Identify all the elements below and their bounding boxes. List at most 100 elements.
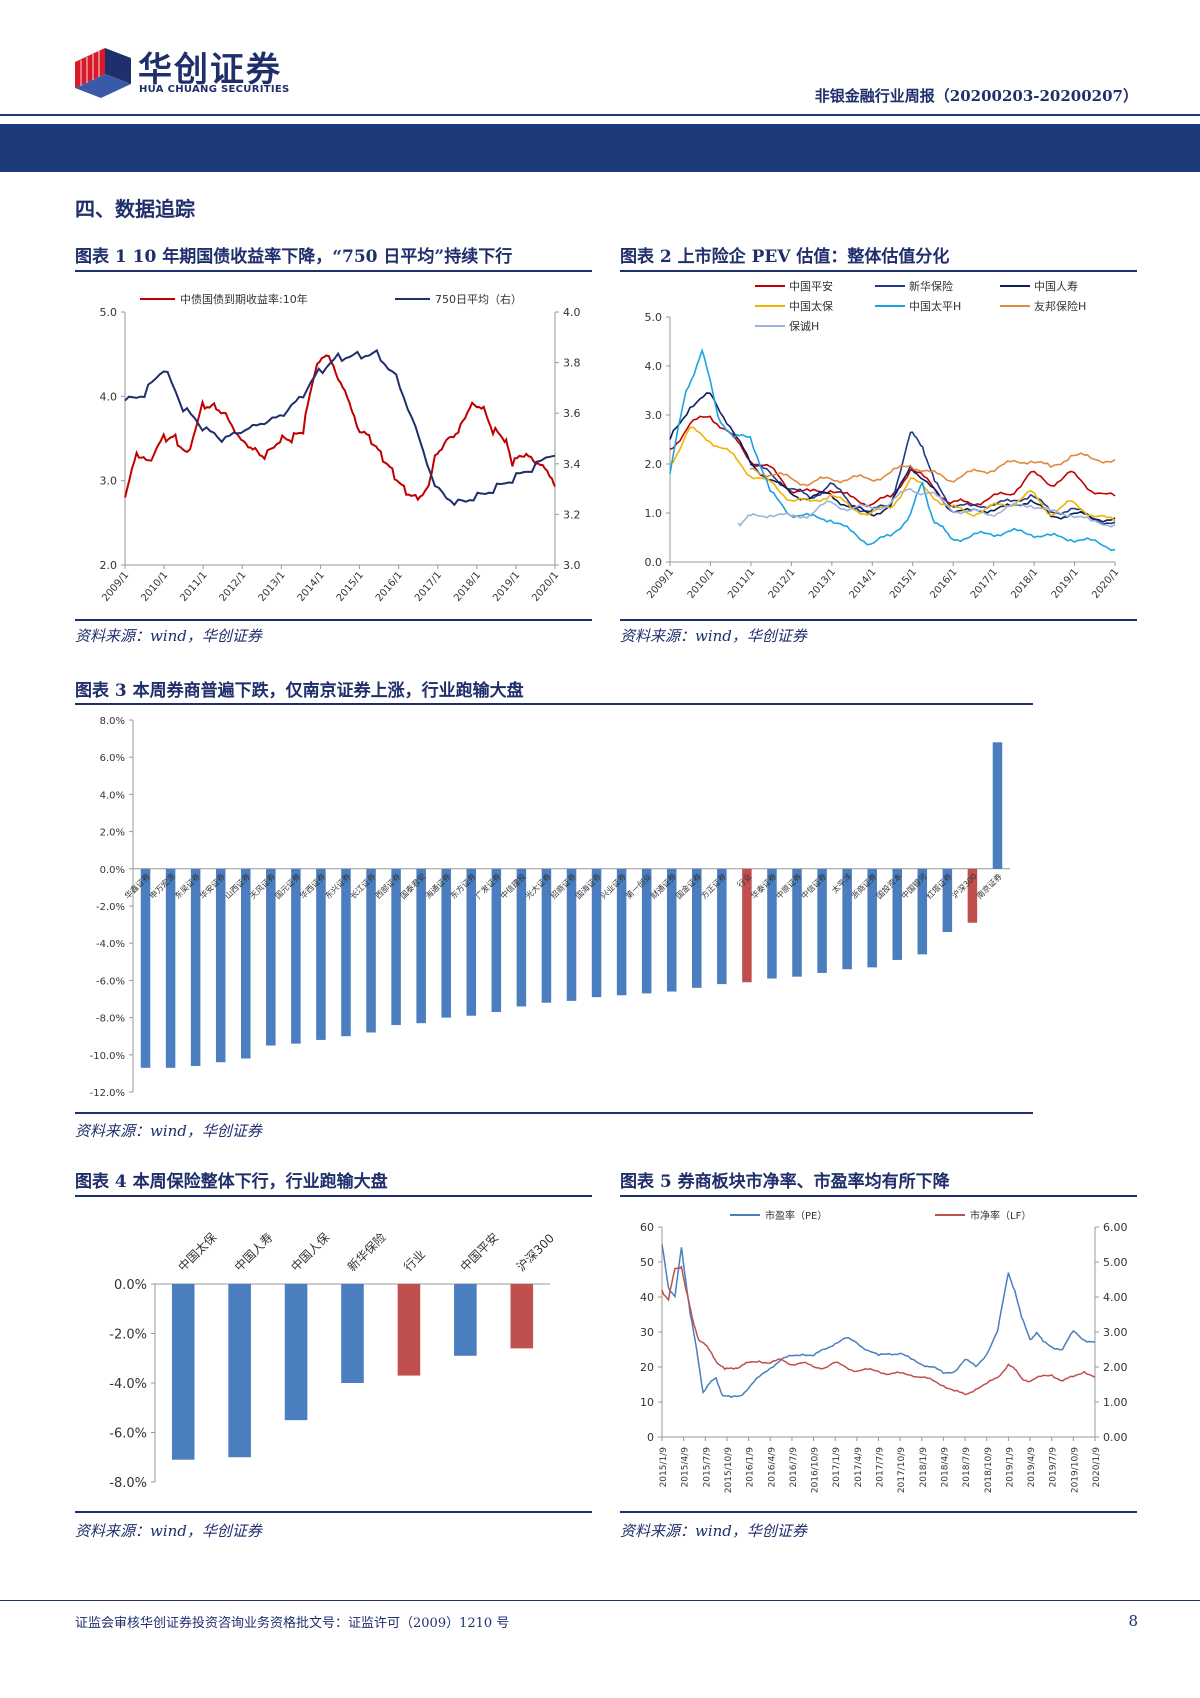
y-tick-label: -8.0% [96, 1014, 125, 1025]
x-tick-label: 2017/1 [413, 570, 444, 604]
bar-财通证券 [666, 868, 677, 992]
x-tick-label: 2020/1/9 [1092, 1447, 1102, 1488]
bar-沪深300 [967, 868, 978, 923]
legend-label: 中债国债到期收益率:10年 [180, 292, 308, 306]
y-tick-label-right: 3.4 [563, 458, 581, 471]
bar-行业 [397, 1284, 421, 1376]
category-label: 沪深300 [514, 1231, 557, 1274]
y-tick-label-right: 0.00 [1103, 1431, 1128, 1444]
fig4-bottom-rule [75, 1511, 592, 1513]
y-tick-label: -12.0% [90, 1088, 125, 1099]
x-tick-label: 2014/1 [296, 570, 327, 604]
bar-中国银河 [917, 868, 928, 955]
y-tick-label-right: 3.0 [563, 559, 581, 572]
y-tick-label-right: 2.00 [1103, 1361, 1128, 1374]
x-tick-label: 2016/1/9 [746, 1447, 756, 1488]
logo-text-en: HUA CHUANG SECURITIES [139, 84, 290, 95]
x-tick-label: 2009/1 [100, 570, 131, 604]
y-tick-label-left: 60 [640, 1221, 654, 1234]
y-tick-label: -4.0% [96, 939, 125, 950]
y-tick-label: -2.0% [109, 1328, 147, 1343]
y-tick-label-right: 1.00 [1103, 1396, 1128, 1409]
y-tick-label-right: 3.8 [563, 357, 581, 370]
bar-招商证券 [566, 868, 577, 1001]
bar-第一创业 [641, 868, 652, 994]
bar-长江证券 [366, 868, 376, 1033]
x-tick-label: 2010/1 [686, 567, 717, 601]
legend-label: 中国太保 [789, 299, 833, 313]
y-tick-label: -6.0% [109, 1427, 147, 1442]
bar-华西证券 [316, 868, 326, 1040]
fig1-chart: 中债国债到期收益率:10年 750日平均（右） 5.0 4.0 3.0 2.0 4.0 3.8… [100, 292, 581, 604]
x-tick-label: 2018/7/9 [962, 1447, 972, 1488]
bar-东吴证券 [190, 868, 201, 1066]
fig4-top-rule [75, 1195, 592, 1197]
series-line-保诚H [737, 488, 1116, 528]
x-tick-label: 2012/1 [767, 567, 798, 601]
bar-中国人保 [284, 1284, 308, 1421]
legend-label: 中国人寿 [1034, 279, 1078, 293]
bar-国投资本 [892, 868, 903, 960]
x-tick-label: 2015/4/9 [681, 1447, 691, 1488]
y-tick-label-left: 4.0 [645, 360, 663, 373]
legend-label: 新华保险 [909, 279, 953, 293]
x-tick-label: 2010/1 [139, 570, 170, 604]
y-tick-label: 8.0% [100, 716, 125, 727]
y-tick-label: -8.0% [109, 1476, 147, 1491]
bar-中原证券 [792, 868, 802, 977]
y-tick-label: 6.0% [100, 753, 125, 764]
x-tick-label: 2016/10/9 [811, 1447, 821, 1493]
y-tick-label-left: 40 [640, 1291, 654, 1304]
y-tick-label-left: 30 [640, 1326, 654, 1339]
bar-国金证券 [692, 868, 702, 988]
x-tick-label: 2016/4/9 [767, 1447, 777, 1488]
fig3-source: 资料来源：wind，华创证券 [75, 1122, 262, 1140]
bar-中信建投 [516, 868, 527, 1007]
fig4-source: 资料来源：wind，华创证券 [75, 1522, 262, 1540]
fig5-bottom-rule [620, 1511, 1137, 1513]
logo-text-cn: 华创证券 [138, 50, 282, 90]
fig4-caption: 图表 4 本周保险整体下行，行业跑输大盘 [75, 1172, 388, 1192]
y-tick-label-right: 3.6 [563, 407, 581, 420]
footer-license: 证监会审核华创证券投资咨询业务资格批文号：证监许可（2009）1210 号 [75, 1616, 510, 1631]
series-line-0 [124, 354, 556, 502]
x-tick-label: 2013/1 [257, 570, 288, 604]
legend-label: 保诚H [789, 319, 819, 333]
category-label: 中国人寿 [231, 1230, 276, 1275]
legend-label: 750日平均（右） [435, 292, 522, 306]
fig2-caption: 图表 2 上市险企 PEV 估值：整体估值分化 [620, 247, 950, 267]
bar-红塔证券 [942, 868, 953, 933]
fig4-chart: 0.0% -2.0% -4.0% -6.0% -8.0% 中国太保 中国人寿 中国人保 新华保险… [109, 1230, 557, 1491]
bar-太平洋 [842, 868, 852, 970]
x-tick-label: 2019/1 [491, 570, 522, 604]
x-tick-label: 2019/10/9 [1070, 1447, 1080, 1493]
bar-华泰证券 [767, 868, 777, 979]
x-tick-label: 2017/4/9 [854, 1447, 864, 1488]
x-tick-label: 2018/1 [452, 570, 483, 604]
fig1-source: 资料来源：wind，华创证券 [75, 627, 262, 645]
fig5-top-rule [620, 1195, 1137, 1197]
category-label: 南京证券 [974, 871, 1004, 901]
fig1-top-rule [75, 270, 592, 272]
x-tick-label: 2016/1 [374, 570, 405, 604]
bar-申万宏源 [165, 868, 176, 1068]
bar-南京证券 [992, 742, 1003, 869]
bar-西部证券 [391, 868, 401, 1026]
y-tick-label-left: 4.0 [100, 390, 118, 403]
x-tick-label: 2019/7/9 [1049, 1447, 1059, 1488]
fig2-bottom-rule [620, 619, 1137, 621]
legend-label: 市盈率（PE） [765, 1209, 827, 1222]
x-tick-label: 2011/1 [726, 567, 757, 601]
legend-label: 中国平安 [789, 279, 833, 293]
fig2-top-rule [620, 270, 1137, 272]
x-tick-label: 2018/1 [1009, 567, 1040, 601]
x-tick-label: 2017/1 [969, 567, 1000, 601]
y-tick-label-right: 3.00 [1103, 1326, 1128, 1339]
bar-东兴证券 [341, 868, 351, 1037]
series-line-市盈率（PE） [661, 1244, 1096, 1399]
series-line-中国平安 [669, 415, 1116, 508]
x-tick-label: 2013/1 [807, 567, 838, 601]
report-title: 非银金融行业周报（20200203-20200207） [814, 87, 1138, 105]
y-tick-label-left: 20 [640, 1361, 654, 1374]
